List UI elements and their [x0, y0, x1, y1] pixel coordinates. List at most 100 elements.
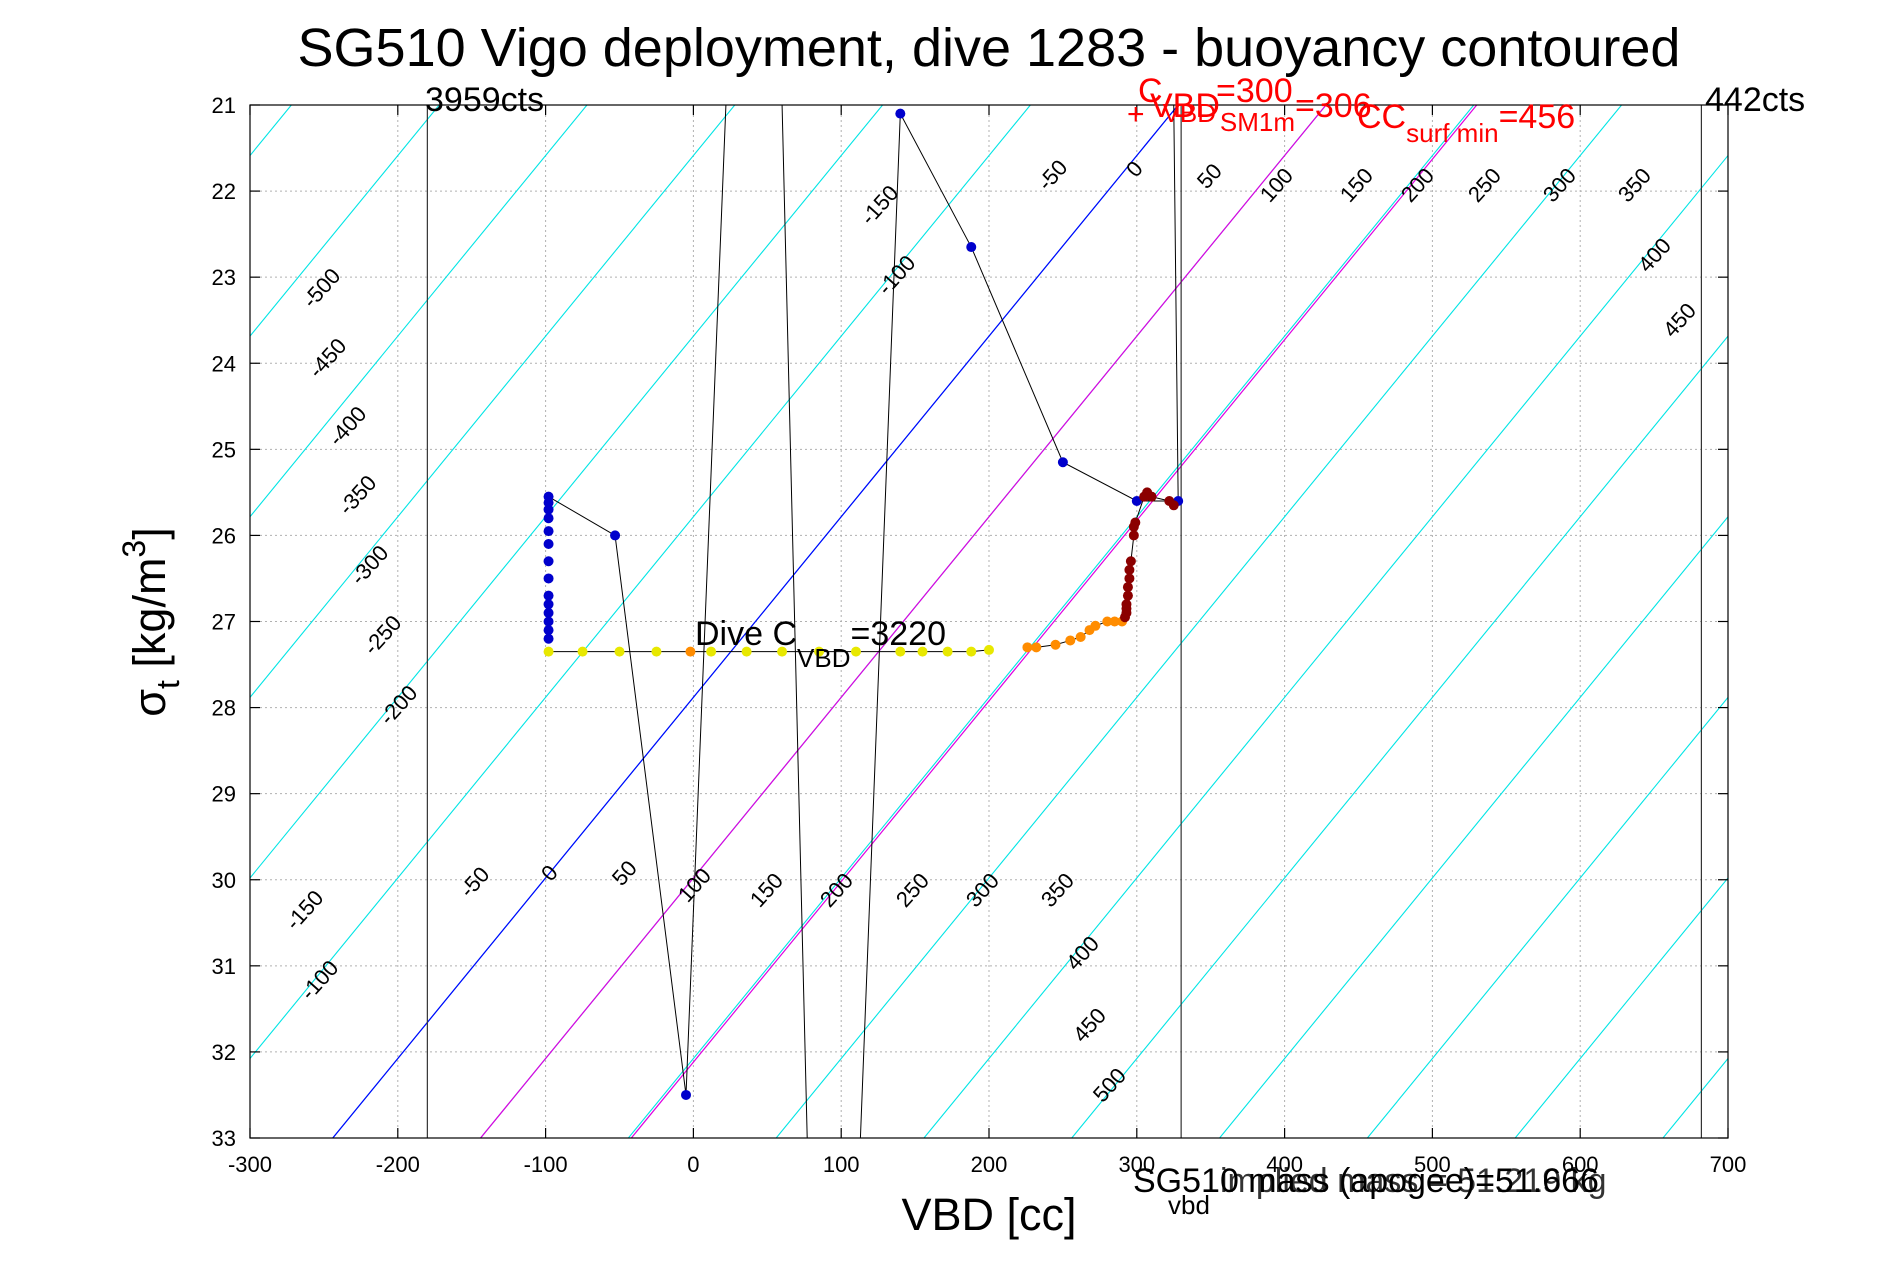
y-tick-label: 27 — [212, 610, 236, 635]
data-point — [1121, 599, 1132, 610]
data-point — [814, 646, 825, 657]
contour-label: 300 — [961, 868, 1004, 912]
y-tick-label: 33 — [212, 1126, 236, 1151]
axis-ticks: -300 -200 -100 0 100 200 300 400 500 600 700212223… — [212, 93, 1747, 1177]
data-point — [543, 616, 554, 627]
contour-line — [1514, 877, 1728, 1138]
data-point — [1065, 635, 1076, 646]
y-tick-label: 23 — [212, 265, 236, 290]
contour-label: -50 — [1032, 155, 1072, 195]
grid-lines — [250, 105, 1728, 1138]
contour-label: -450 — [303, 333, 351, 382]
contour-label: 150 — [745, 868, 788, 912]
contour-label: -200 — [374, 680, 422, 729]
data-point — [1109, 616, 1120, 627]
contour-label: -300 — [345, 540, 393, 589]
data-point — [543, 504, 554, 515]
contour-line — [250, 105, 1031, 1060]
data-point — [1124, 564, 1135, 575]
data-point — [1122, 582, 1133, 593]
data-point — [543, 573, 554, 584]
min-limit-label: 3959cts — [425, 81, 544, 119]
contour-line — [627, 105, 1475, 1138]
contour-label: 500 — [1088, 1063, 1131, 1107]
dive-c-vbd-label: Dive CVBD=3220 — [695, 615, 946, 673]
contour-label: -50 — [454, 862, 494, 902]
data-point — [1102, 616, 1113, 627]
data-point — [543, 526, 554, 537]
data-point — [543, 607, 554, 618]
contour-line — [1219, 515, 1728, 1138]
y-tick-label: 24 — [212, 351, 236, 376]
contour-label: -100 — [295, 955, 343, 1004]
y-tick-label: 21 — [212, 93, 236, 118]
c-vbd-label: CVBD=300 — [1138, 72, 1293, 128]
contour-label: -350 — [333, 470, 381, 519]
data-point — [850, 646, 861, 657]
data-point — [1057, 457, 1068, 468]
y-tick-label: 28 — [212, 696, 236, 721]
data-point — [543, 497, 554, 508]
x-tick-label: -300 — [228, 1152, 272, 1177]
reference-line-magenta — [480, 105, 1327, 1138]
data-point — [1131, 495, 1142, 506]
y-tick-label: 32 — [212, 1040, 236, 1065]
contour-label: 350 — [1036, 868, 1079, 912]
chart-title: SG510 Vigo deployment, dive 1283 - buoya… — [298, 18, 1681, 78]
data-point — [610, 530, 621, 541]
contour-line — [1811, 105, 1891, 1138]
data-point — [543, 599, 554, 610]
implied-mass-annotation: implied mass = 51.219 kg — [1220, 1162, 1606, 1200]
contour-label: 0 — [1121, 156, 1148, 182]
vbd-sm-label: VBDSM1m=306 — [1150, 87, 1372, 137]
contour-label: 400 — [1061, 931, 1104, 975]
contour-label: 250 — [891, 868, 934, 912]
contour-label: 400 — [1633, 233, 1676, 277]
data-point — [577, 646, 588, 657]
contour-line — [250, 105, 440, 338]
contour-label: 450 — [1658, 298, 1701, 342]
y-tick-label: 26 — [212, 523, 236, 548]
contour-label: 350 — [1613, 163, 1656, 207]
data-point — [1031, 642, 1042, 653]
x-tick-label: 100 — [823, 1152, 860, 1177]
data-point — [706, 646, 717, 657]
contour-label: 150 — [1335, 163, 1378, 207]
x-tick-label: 200 — [971, 1152, 1008, 1177]
contour-label: -250 — [358, 610, 406, 659]
y-tick-label: 25 — [212, 437, 236, 462]
data-point — [681, 1089, 692, 1100]
data-point — [895, 646, 906, 657]
data-point — [685, 646, 696, 657]
data-point — [1146, 491, 1157, 502]
data-point — [942, 646, 953, 657]
data-point — [1128, 530, 1139, 541]
vbd-limit-lines — [426, 105, 1702, 1138]
data-point — [1022, 642, 1033, 653]
contour-labels: -500-450-400-350-300-250-200-150-100-50 0… — [280, 155, 1701, 1107]
contour-label: -400 — [323, 401, 371, 450]
max-limit-label: 442cts — [1705, 81, 1805, 119]
vbd-sm-marker: + — [1127, 98, 1145, 131]
contour-line — [250, 105, 736, 699]
contour-line — [775, 105, 1623, 1138]
contour-line — [1366, 696, 1728, 1138]
x-tick-label: 700 — [1710, 1152, 1747, 1177]
x-tick-label: 300 — [1118, 1152, 1155, 1177]
y-tick-label: 29 — [212, 782, 236, 807]
x-axis-label: VBD [cc] — [901, 1189, 1076, 1240]
y-tick-label: 30 — [212, 868, 236, 893]
x-tick-label: 600 — [1562, 1152, 1599, 1177]
data-point — [614, 646, 625, 657]
data-point — [917, 646, 928, 657]
data-point — [543, 513, 554, 524]
y-tick-label: 31 — [212, 954, 236, 979]
reference-line-magenta — [630, 105, 1478, 1138]
contour-label: 250 — [1463, 163, 1506, 207]
data-point — [966, 646, 977, 657]
data-point — [543, 646, 554, 657]
data-point — [777, 646, 788, 657]
x-tick-label: -200 — [376, 1152, 420, 1177]
contour-line — [250, 105, 884, 879]
data-point — [741, 646, 752, 657]
